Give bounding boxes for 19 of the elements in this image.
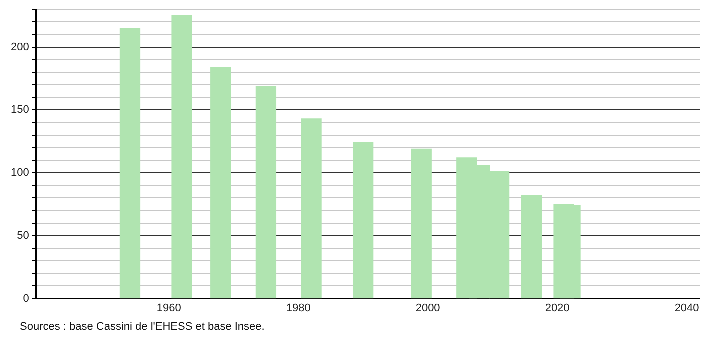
x-tick-label: 2040 <box>674 302 700 314</box>
bar <box>521 195 542 299</box>
bar <box>172 16 192 299</box>
source-note: Sources : base Cassini de l'EHESS et base Insee. <box>20 321 265 333</box>
y-tick-label: 100 <box>10 167 30 180</box>
bar <box>411 148 432 299</box>
bar <box>301 118 322 299</box>
bar <box>120 28 141 299</box>
x-tick-label: 2020 <box>545 302 570 314</box>
x-tick-label: 1960 <box>156 302 182 314</box>
x-tick-label: 1980 <box>286 302 311 314</box>
bar <box>352 142 374 299</box>
y-tick-label: 0 <box>23 292 30 305</box>
y-tick-label: 50 <box>17 230 30 242</box>
y-tick-label: 150 <box>10 104 30 116</box>
y-tick-label: 200 <box>10 41 30 54</box>
bar <box>210 67 232 299</box>
x-tick-label: 2000 <box>416 302 440 314</box>
bar <box>256 86 277 299</box>
